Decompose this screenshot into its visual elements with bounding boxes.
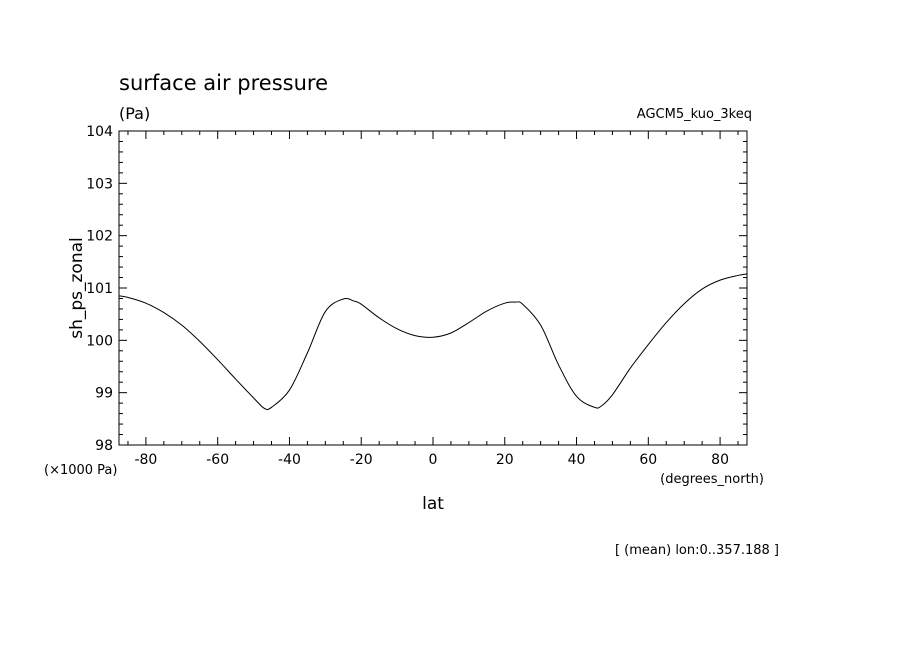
y-tick-label: 101 — [86, 281, 113, 297]
axis-tick-labels: -80 -60 -40 -20 0 20 40 60 80 98 99 100 101 102 103 104 — [86, 124, 729, 468]
y-scale-note: (×1000 Pa) — [44, 463, 117, 478]
x-tick-label: -40 — [278, 452, 301, 468]
x-tick-label: -80 — [134, 452, 157, 468]
x-tick-label: 40 — [568, 452, 586, 468]
y-tick-label: 99 — [95, 386, 113, 402]
x-tick-label: 0 — [429, 452, 438, 468]
y-axis-label: sh_ps_zonal — [67, 237, 87, 339]
y-tick-label: 104 — [86, 124, 113, 140]
chart-footnote: [ (mean) lon:0..357.188 ] — [615, 543, 779, 558]
y-tick-label: 102 — [86, 229, 113, 245]
series-line — [118, 273, 748, 411]
y-tick-label: 98 — [95, 438, 113, 454]
x-tick-label: 60 — [639, 452, 657, 468]
y-tick-label: 100 — [86, 333, 113, 349]
x-axis-units: (degrees_north) — [660, 472, 764, 487]
x-tick-label: 20 — [496, 452, 514, 468]
experiment-label: AGCM5_kuo_3keq — [637, 107, 752, 122]
x-tick-label: 80 — [711, 452, 729, 468]
x-axis-label: lat — [422, 494, 444, 514]
x-tick-label: -20 — [350, 452, 373, 468]
axis-ticks — [119, 130, 747, 446]
plot-frame — [118, 130, 748, 446]
x-tick-label: -60 — [206, 452, 229, 468]
chart-title: surface air pressure — [119, 71, 328, 95]
y-tick-label: 103 — [86, 176, 113, 192]
chart-units: (Pa) — [119, 104, 150, 123]
